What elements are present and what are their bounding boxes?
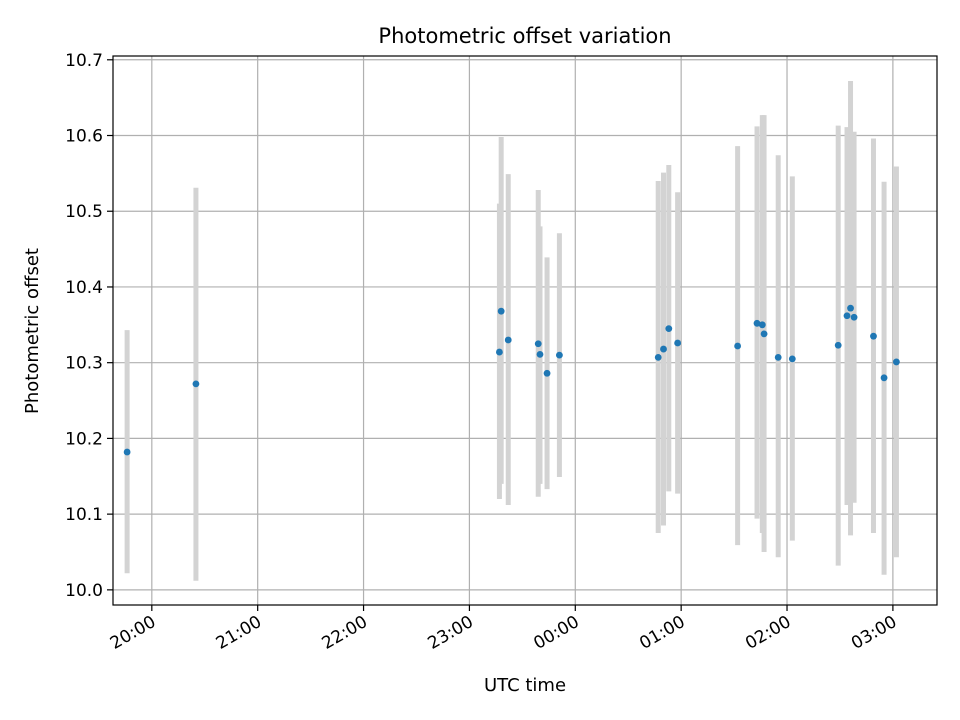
plot-area-frame bbox=[112, 55, 938, 606]
data-point bbox=[734, 342, 742, 350]
grid bbox=[113, 56, 937, 605]
x-tick-label: 22:00 bbox=[319, 612, 371, 654]
x-tick-label: 02:00 bbox=[742, 612, 794, 654]
data-point bbox=[504, 336, 512, 344]
y-tick-label: 10.5 bbox=[65, 202, 103, 222]
y-tick-label: 10.6 bbox=[65, 127, 103, 147]
data-point bbox=[556, 351, 563, 359]
data-point bbox=[654, 353, 662, 361]
y-tick-label: 10.2 bbox=[65, 429, 103, 449]
x-axis-label: UTC time bbox=[484, 675, 566, 696]
data-point bbox=[847, 304, 854, 312]
x-tick-label: 20:00 bbox=[107, 612, 159, 654]
y-tick-label: 10.4 bbox=[65, 278, 103, 298]
y-tick-label: 10.0 bbox=[65, 581, 103, 601]
data-point bbox=[536, 350, 544, 358]
data-point bbox=[788, 355, 796, 363]
data-point bbox=[660, 345, 667, 353]
data-point bbox=[496, 348, 503, 356]
data-point bbox=[843, 312, 851, 320]
data-point bbox=[834, 341, 842, 349]
x-tick-label: 23:00 bbox=[424, 612, 476, 654]
data-point bbox=[753, 319, 761, 327]
data-point bbox=[870, 332, 877, 340]
data-point bbox=[497, 307, 505, 315]
data-point bbox=[850, 313, 858, 321]
y-axis-label: Photometric offset bbox=[22, 248, 43, 414]
error-bars bbox=[124, 80, 899, 581]
chart-title: Photometric offset variation bbox=[378, 24, 671, 48]
data-point bbox=[674, 339, 682, 347]
x-tick-label: 03:00 bbox=[848, 612, 900, 654]
data-point bbox=[192, 380, 200, 388]
data-point bbox=[893, 358, 900, 366]
data-point bbox=[534, 340, 542, 348]
y-tick-label: 10.7 bbox=[65, 51, 103, 71]
y-tick-label: 10.1 bbox=[65, 505, 103, 525]
x-tick-label: 21:00 bbox=[213, 612, 265, 654]
y-tick-label: 10.3 bbox=[65, 354, 103, 374]
x-axis-ticks: 20:00 21:00 22:00 23:00 00:00 01:00 02:00 03:00 bbox=[107, 605, 900, 654]
data-point bbox=[123, 448, 131, 456]
data-point bbox=[665, 325, 673, 333]
data-point bbox=[760, 330, 768, 338]
data-point bbox=[880, 374, 888, 382]
y-axis-ticks: 10.0 10.1 10.2 10.3 10.4 10.5 10.6 10.7 bbox=[65, 51, 113, 601]
data-points bbox=[123, 304, 900, 456]
x-tick-label: 00:00 bbox=[530, 612, 582, 654]
data-point bbox=[543, 369, 551, 377]
data-point bbox=[774, 353, 782, 361]
x-tick-label: 01:00 bbox=[636, 612, 688, 654]
data-point bbox=[758, 321, 766, 329]
